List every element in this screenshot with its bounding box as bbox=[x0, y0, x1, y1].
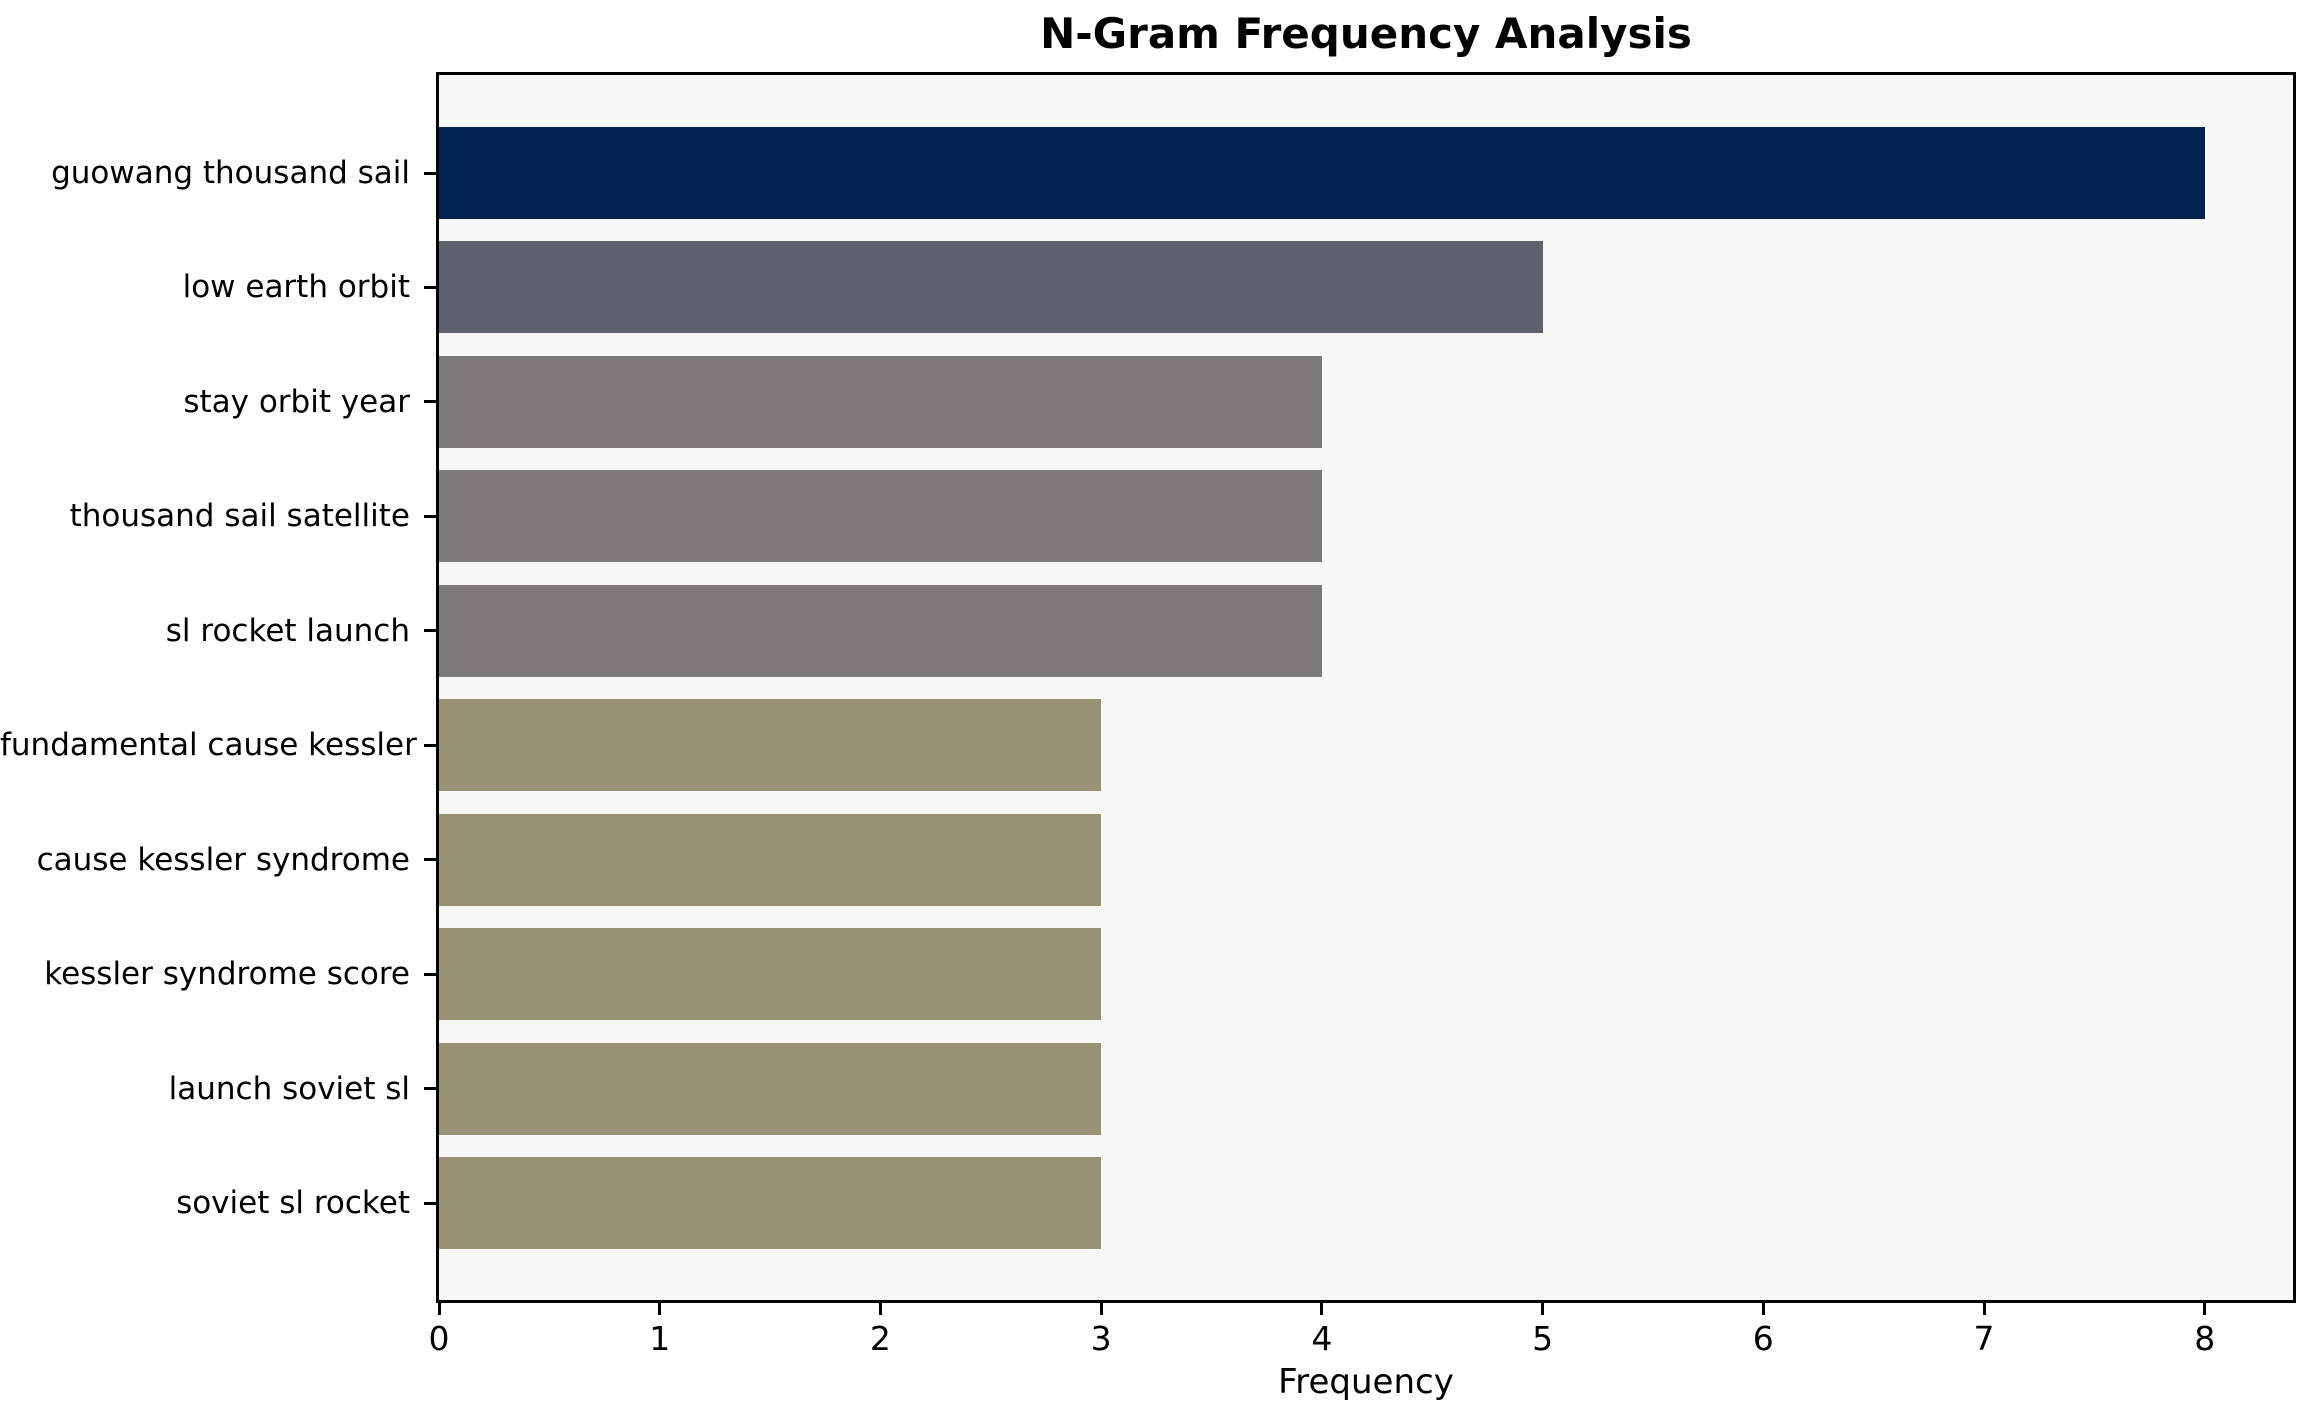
bar bbox=[439, 928, 1102, 1021]
x-tick-mark bbox=[1099, 1303, 1103, 1315]
x-tick-mark bbox=[1320, 1303, 1324, 1315]
y-axis-labels: guowang thousand sail low earth orbit stay… bbox=[0, 75, 417, 1300]
x-tick-mark bbox=[437, 1303, 441, 1315]
y-tick-label: kessler syndrome score bbox=[44, 956, 410, 993]
x-axis-ticks bbox=[437, 1303, 2293, 1317]
bars-layer bbox=[439, 75, 2293, 1300]
x-tick-label: 6 bbox=[1752, 1319, 1774, 1358]
bar bbox=[439, 699, 1102, 792]
y-tick-label: low earth orbit bbox=[182, 269, 410, 306]
bar bbox=[439, 1042, 1102, 1135]
x-tick-label: 1 bbox=[649, 1319, 671, 1358]
plot-area bbox=[436, 72, 2296, 1303]
y-tick-label: cause kessler syndrome bbox=[36, 841, 410, 878]
bar bbox=[439, 127, 2205, 219]
y-tick-mark bbox=[424, 629, 436, 633]
y-tick-label: guowang thousand sail bbox=[51, 155, 410, 191]
x-tick-mark bbox=[1541, 1303, 1545, 1315]
x-tick-label: 7 bbox=[1973, 1319, 1995, 1358]
y-tick-label: thousand sail satellite bbox=[69, 498, 410, 535]
y-tick-mark bbox=[424, 171, 436, 175]
x-tick-label: 5 bbox=[1532, 1319, 1554, 1358]
chart-title: N-Gram Frequency Analysis bbox=[1040, 9, 1692, 58]
x-tick-label: 3 bbox=[1090, 1319, 1112, 1358]
y-tick-mark bbox=[424, 743, 436, 747]
y-tick-label: stay orbit year bbox=[183, 383, 410, 420]
y-tick-label: sl rocket launch bbox=[165, 612, 410, 649]
x-tick-mark bbox=[878, 1303, 882, 1315]
x-axis-label: Frequency bbox=[1278, 1362, 1454, 1402]
bar bbox=[439, 470, 1322, 563]
y-tick-mark bbox=[424, 972, 436, 976]
y-tick-label: launch soviet sl bbox=[168, 1070, 410, 1107]
bar bbox=[439, 241, 1543, 334]
x-tick-label: 8 bbox=[2194, 1319, 2216, 1358]
bar bbox=[439, 813, 1102, 906]
bar bbox=[439, 584, 1322, 677]
x-axis-tick-labels: 0 1 2 3 4 5 6 7 8 bbox=[429, 1318, 2293, 1360]
x-tick-label: 0 bbox=[428, 1319, 450, 1358]
y-axis-ticks bbox=[424, 75, 436, 1300]
bar bbox=[439, 1157, 1102, 1249]
y-tick-mark bbox=[424, 400, 436, 404]
x-tick-label: 4 bbox=[1311, 1319, 1333, 1358]
y-tick-mark bbox=[424, 858, 436, 862]
x-tick-label: 2 bbox=[869, 1319, 891, 1358]
x-tick-mark bbox=[1982, 1303, 1986, 1315]
y-tick-label: fundamental cause kessler bbox=[0, 727, 417, 764]
bar bbox=[439, 355, 1322, 448]
y-tick-label: soviet sl rocket bbox=[176, 1185, 410, 1221]
x-tick-mark bbox=[2203, 1303, 2207, 1315]
y-tick-mark bbox=[424, 285, 436, 289]
y-tick-mark bbox=[424, 1201, 436, 1205]
y-tick-mark bbox=[424, 514, 436, 518]
y-tick-mark bbox=[424, 1087, 436, 1091]
x-tick-mark bbox=[658, 1303, 662, 1315]
x-tick-mark bbox=[1761, 1303, 1765, 1315]
